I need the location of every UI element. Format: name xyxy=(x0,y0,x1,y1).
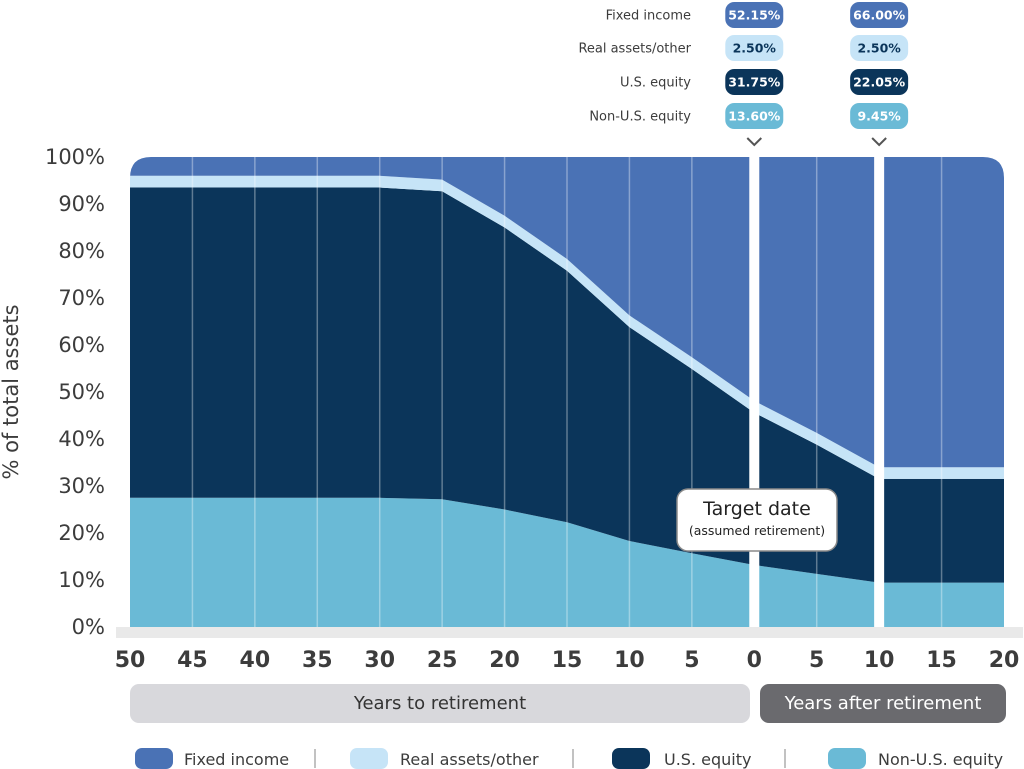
allocation-value: 9.45% xyxy=(857,109,901,124)
x-tick-label: 50 xyxy=(115,648,146,673)
legend-swatch-non-u-s-equity xyxy=(828,748,866,769)
allocation-pill xyxy=(850,35,909,61)
allocation-markers xyxy=(746,137,887,627)
x-tick-label: 10 xyxy=(864,648,895,673)
chevron-down-icon xyxy=(746,137,762,147)
y-tick-label: 70% xyxy=(58,286,105,310)
x-tick-label: 20 xyxy=(989,648,1020,673)
allocation-pill xyxy=(725,103,784,129)
period-bar-before-label: Years to retirement xyxy=(353,693,526,714)
allocation-pill xyxy=(850,103,909,129)
allocation-value: 13.60% xyxy=(728,109,781,124)
legend-swatch-fixed-income xyxy=(135,748,173,769)
y-tick-label: 10% xyxy=(58,568,105,592)
area-non-u-s-equity xyxy=(130,497,1004,627)
allocation-value: 2.50% xyxy=(733,41,777,56)
x-tick-label: 35 xyxy=(302,648,333,673)
area-fixed-income xyxy=(130,157,1004,468)
allocation-value: 66.00% xyxy=(853,8,906,23)
allocation-marker-line xyxy=(874,149,885,627)
x-tick-label: 10 xyxy=(614,648,645,673)
x-tick-label: 20 xyxy=(489,648,520,673)
x-tick-label: 15 xyxy=(552,648,583,673)
legend-swatch-real-assets-other xyxy=(350,748,388,769)
period-bar-after-shape xyxy=(760,684,1006,723)
legend-label-real-assets-other: Real assets/other xyxy=(400,750,539,769)
plot-area xyxy=(130,157,1004,627)
allocation-label-real-assets-other: Real assets/other xyxy=(578,42,691,57)
period-bar-before-shape xyxy=(130,684,750,723)
x-axis-ticks: 50 45 40 35 30 25 20 15 10 5 0 5 10 15 20 xyxy=(115,648,1020,673)
legend-label-u-s-equity: U.S. equity xyxy=(664,750,751,769)
allocation-value: 22.05% xyxy=(853,75,906,90)
y-tick-label: 40% xyxy=(58,427,105,451)
allocation-pill xyxy=(850,2,909,28)
allocation-label-u-s-equity: U.S. equity xyxy=(620,76,691,91)
area-u-s-equity xyxy=(130,187,1004,583)
allocation-marker-line xyxy=(749,149,760,627)
y-axis-ticks: 0% 10% 20% 30% 40% 50% 60% 70% 80% 90% 100% xyxy=(45,145,105,639)
y-tick-label: 50% xyxy=(58,380,105,404)
y-tick-label: 90% xyxy=(58,192,105,216)
period-bar-before: Years to retirement xyxy=(130,684,750,723)
legend-swatch-u-s-equity xyxy=(612,748,650,769)
allocation-value: 52.15% xyxy=(728,8,781,23)
y-axis-label: % of total assets xyxy=(0,304,23,479)
period-bar-after-label: Years after retirement xyxy=(784,693,982,714)
x-tick-label: 45 xyxy=(177,648,208,673)
x-tick-label: 15 xyxy=(926,648,957,673)
target-date-title: Target date xyxy=(702,498,811,520)
allocation-pill xyxy=(725,35,784,61)
x-axis-baseline xyxy=(116,627,1023,638)
allocation-pill xyxy=(725,69,784,95)
allocation-label-fixed-income: Fixed income xyxy=(606,9,691,24)
period-bar-after: Years after retirement xyxy=(760,684,1006,723)
allocation-label-non-u-s-equity: Non-U.S. equity xyxy=(589,110,691,125)
allocation-pill xyxy=(725,2,784,28)
allocation-pill xyxy=(850,69,909,95)
allocation-value: 31.75% xyxy=(728,75,781,90)
y-tick-label: 20% xyxy=(58,521,105,545)
x-tick-label: 30 xyxy=(364,648,395,673)
y-tick-label: 30% xyxy=(58,474,105,498)
x-tick-label: 40 xyxy=(240,648,271,673)
y-tick-label: 80% xyxy=(58,239,105,263)
x-tick-label: 0 xyxy=(747,648,762,673)
y-tick-label: 100% xyxy=(45,145,105,169)
target-date-subtitle: (assumed retirement) xyxy=(689,523,825,538)
target-date-annotation: Target date (assumed retirement) xyxy=(676,488,838,552)
chevron-down-icon xyxy=(871,137,887,147)
x-tick-label: 5 xyxy=(684,648,699,673)
legend-label-non-u-s-equity: Non-U.S. equity xyxy=(878,750,1003,769)
allocation-value: 2.50% xyxy=(857,41,901,56)
y-tick-label: 0% xyxy=(72,615,105,639)
y-tick-label: 60% xyxy=(58,333,105,357)
legend: Fixed income Real assets/other U.S. equity… xyxy=(135,748,1003,769)
x-tick-label: 25 xyxy=(427,648,458,673)
target-date-box xyxy=(676,488,838,552)
legend-label-fixed-income: Fixed income xyxy=(184,750,289,769)
stacked-areas xyxy=(130,157,1004,627)
x-tick-label: 5 xyxy=(809,648,824,673)
allocation-table: Fixed income 52.15% 66.00% Real assets/othe… xyxy=(578,2,909,129)
